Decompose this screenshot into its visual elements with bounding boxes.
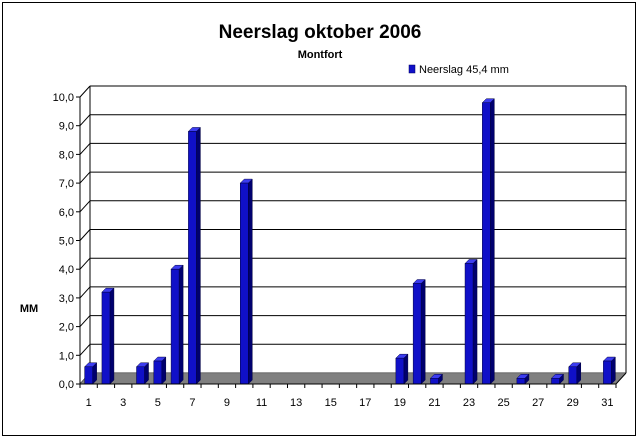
x-tick-label: 11: [256, 397, 267, 409]
x-axis-edge: [615, 372, 627, 385]
y-tick-label: 2,0: [59, 322, 74, 334]
gridline-diagonal: [79, 257, 91, 270]
bar-front: [240, 182, 249, 385]
chart-title: Neerslag oktober 2006: [219, 22, 422, 43]
y-tick-label: 10,0: [53, 92, 74, 104]
bar: [101, 287, 115, 385]
chart-subtitle: Montfort: [298, 49, 343, 61]
x-tick-label: 23: [463, 397, 475, 409]
y-tick-label: 3,0: [59, 293, 74, 305]
legend-label: Neerslag 45,4 mm: [419, 64, 509, 76]
x-tick-label: 3: [120, 397, 126, 409]
bar: [395, 353, 409, 385]
bar: [153, 356, 167, 385]
bar-front: [516, 378, 526, 385]
y-tick-label: 4,0: [59, 264, 74, 276]
bar-side: [472, 258, 478, 385]
bar-front: [568, 366, 578, 385]
bar-front: [464, 263, 474, 385]
gridline-diagonal: [79, 286, 91, 299]
x-tick-label: 1: [86, 397, 92, 409]
bar-front: [395, 357, 405, 385]
gridline-diagonal: [79, 114, 91, 127]
bar-front: [153, 360, 163, 385]
bar: [239, 178, 253, 385]
gridline-diagonal: [79, 315, 91, 327]
y-tick-label: 7,0: [59, 178, 74, 190]
bar: [135, 362, 150, 385]
y-axis-label: MM: [20, 303, 38, 315]
bar-front: [136, 366, 145, 385]
y-tick-label: 8,0: [59, 149, 74, 161]
bar: [568, 362, 582, 385]
gridline-diagonal: [79, 343, 91, 356]
x-tick-label: 15: [325, 397, 337, 409]
bar-side: [178, 264, 184, 385]
legend: Neerslag 45,4 mm: [408, 64, 509, 76]
bar-side: [196, 126, 201, 385]
gridline-diagonal: [79, 143, 91, 155]
bar-front: [412, 283, 422, 385]
x-tick-label: 9: [224, 397, 230, 409]
bar: [84, 362, 98, 385]
x-tick-label: 21: [428, 397, 440, 409]
bar-front: [551, 378, 560, 385]
x-tick-label: 13: [290, 397, 302, 409]
x-tick-label: 27: [532, 397, 544, 409]
bar-front: [603, 360, 612, 385]
y-tick-label: 1,0: [59, 350, 74, 362]
y-tick-label: 9,0: [59, 121, 74, 133]
gridline-diagonal: [79, 85, 91, 98]
bar: [602, 356, 616, 385]
bar-front: [170, 268, 180, 385]
bar-side: [161, 356, 167, 385]
bar-side: [403, 353, 409, 385]
x-tick-label: 25: [497, 397, 509, 409]
legend-swatch: [408, 64, 416, 74]
bar-front: [84, 366, 93, 385]
y-tick-label: 0,0: [59, 379, 74, 391]
x-tick-label: 31: [601, 397, 613, 409]
bar: [429, 373, 444, 385]
x-tick-label: 5: [155, 397, 161, 409]
bar-front: [101, 291, 111, 385]
x-tick-label: 19: [394, 397, 406, 409]
x-tick-label: 29: [567, 397, 579, 409]
y-tick-label: 6,0: [59, 207, 74, 219]
bar-side: [490, 98, 495, 385]
bar-front: [188, 131, 197, 385]
bar: [481, 98, 495, 385]
gridline-diagonal: [79, 171, 91, 184]
bar-side: [611, 356, 616, 385]
gridline-diagonal: [79, 200, 91, 213]
bar-side: [420, 278, 426, 385]
bar: [170, 264, 184, 385]
bar: [412, 278, 426, 385]
bar-side: [248, 178, 253, 385]
bar-front: [482, 102, 491, 385]
bar-side: [109, 287, 115, 385]
bar-front: [430, 378, 439, 385]
x-tick-label: 7: [189, 397, 195, 409]
y-tick-label: 5,0: [59, 236, 74, 248]
gridline-diagonal: [79, 229, 91, 241]
x-tick-label: 17: [359, 397, 371, 409]
bar: [464, 258, 478, 385]
bar: [187, 126, 201, 385]
